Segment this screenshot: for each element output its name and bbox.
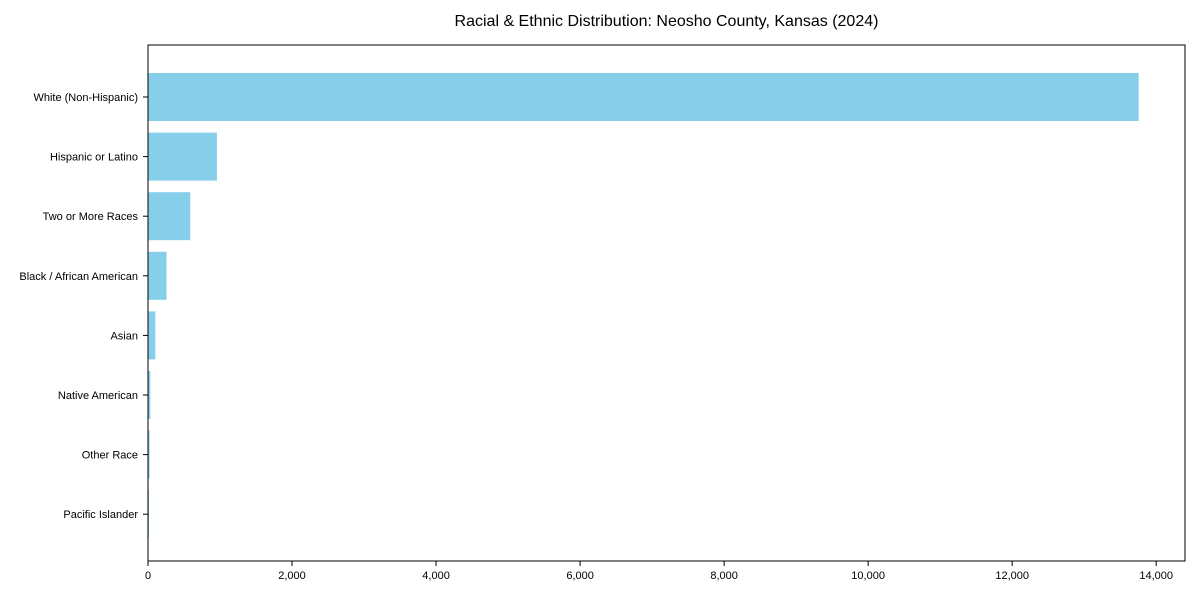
chart-title: Racial & Ethnic Distribution: Neosho Cou… [454,13,879,30]
y-tick-label-black-african-american: Black / African American [19,271,138,283]
y-tick-label-asian: Asian [110,330,138,342]
x-tick-label-0: 0 [145,570,151,582]
x-tick-label-14-000: 14,000 [1139,570,1173,582]
y-tick-label-other-race: Other Race [82,450,138,462]
x-tick-label-2-000: 2,000 [278,570,306,582]
bar-other-race [148,430,150,479]
y-tick-label-hispanic-or-latino: Hispanic or Latino [50,152,138,164]
x-tick-label-6-000: 6,000 [566,570,594,582]
x-tick-label-10-000: 10,000 [851,570,885,582]
x-tick-label-4-000: 4,000 [422,570,450,582]
bar-native-american [148,371,151,419]
bar-black-african-american [148,251,167,300]
bar-hispanic-or-latino [148,132,217,181]
y-tick-label-white-non-hispanic: White (Non-Hispanic) [33,92,138,104]
y-tick-label-pacific-islander: Pacific Islander [63,509,138,521]
y-tick-label-two-or-more-races: Two or More Races [43,211,139,223]
plot-frame [147,44,1186,562]
bar-two-or-more-races [148,192,191,241]
bar-asian [148,311,156,360]
y-tick-label-native-american: Native American [58,390,138,402]
x-tick-label-12-000: 12,000 [995,570,1029,582]
x-tick-label-8-000: 8,000 [710,570,738,582]
bar-white-non-hispanic [148,73,1139,121]
